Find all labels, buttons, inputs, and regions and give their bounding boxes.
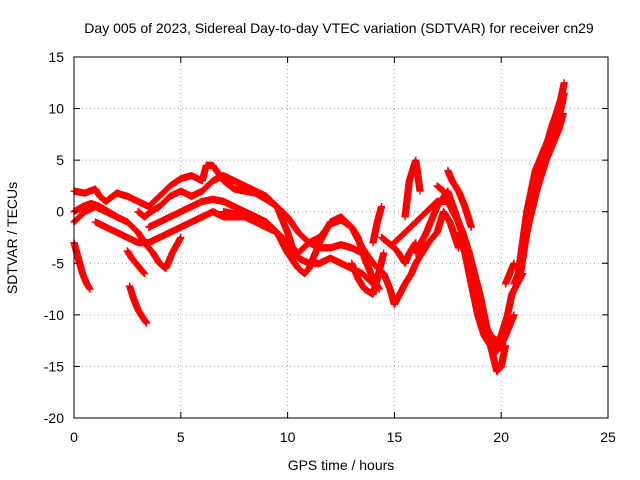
y-tick-label: -5	[52, 255, 65, 271]
plot-frame	[73, 56, 609, 419]
x-tick-label: 15	[387, 429, 403, 445]
data-layer	[70, 79, 568, 376]
data-series-track-11	[262, 213, 388, 278]
data-series-track-12	[348, 249, 388, 298]
y-tick-label: 5	[56, 152, 64, 168]
data-series-track-6	[125, 282, 151, 327]
data-series-track-14	[377, 233, 420, 267]
y-tick-label: -20	[44, 410, 64, 426]
x-tick-label: 5	[177, 429, 185, 445]
data-series-track-26	[516, 110, 567, 278]
axis-ticks: 0 5 10 15 20 25 -20 -15 -10 -5 0 5 10 15	[44, 49, 616, 445]
data-series-track-23	[501, 259, 518, 288]
data-series-track-7	[123, 247, 149, 278]
data-series-track-19	[433, 182, 493, 345]
x-tick-label: 25	[600, 429, 616, 445]
data-series-track-5	[91, 208, 302, 257]
x-tick-label: 0	[70, 429, 78, 445]
data-series-track-16	[401, 156, 424, 221]
x-tick-label: 10	[280, 429, 296, 445]
y-tick-label: 10	[48, 101, 64, 117]
data-series-track-8	[134, 171, 367, 257]
data-series-track-20	[444, 166, 475, 231]
y-tick-label: -15	[44, 358, 64, 374]
x-axis-label: GPS time / hours	[288, 457, 395, 473]
data-series-track-27	[535, 89, 568, 175]
y-tick-label: -10	[44, 307, 64, 323]
data-series-track-13	[369, 202, 386, 247]
data-series-track-15	[380, 208, 463, 309]
data-series-track-22	[486, 321, 514, 355]
y-axis-label: SDTVAR / TECUs	[4, 182, 20, 294]
y-tick-label: 15	[48, 49, 64, 65]
y-tick-label: 0	[56, 204, 64, 220]
x-tick-label: 20	[493, 429, 509, 445]
chart-title: Day 005 of 2023, Sidereal Day-to-day VTE…	[84, 20, 594, 36]
